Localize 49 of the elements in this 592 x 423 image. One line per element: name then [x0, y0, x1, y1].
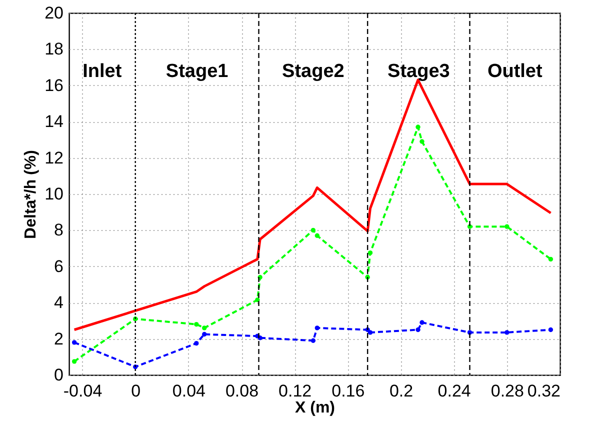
annotation: Outlet [487, 60, 543, 82]
point [504, 330, 510, 335]
y-tick-label: 8 [54, 220, 64, 240]
x-tick-label: 0.08 [225, 382, 259, 400]
x-tick-label: 0.12 [278, 382, 312, 400]
point [310, 228, 316, 233]
point [420, 139, 424, 144]
y-tick-label: 6 [54, 256, 64, 276]
point [255, 298, 260, 302]
point [72, 340, 77, 345]
point [368, 250, 373, 256]
y-tick-label: 20 [44, 4, 64, 22]
point [194, 340, 199, 346]
x-tick-label: 0.16 [332, 382, 365, 400]
point [194, 322, 199, 327]
y-tick-label: 0 [54, 366, 64, 384]
point [368, 330, 373, 335]
point [416, 124, 420, 130]
x-axis-title: X (m) [295, 400, 335, 416]
point [314, 233, 320, 238]
x-tick-label: 0.24 [438, 382, 471, 400]
point [202, 326, 207, 330]
y-tick-label: 10 [44, 184, 64, 204]
x-tick-label: 0.28 [490, 382, 524, 400]
point [202, 332, 207, 337]
annotation: Stage3 [388, 60, 450, 82]
point [420, 320, 424, 325]
y-tick-label: 14 [44, 112, 64, 132]
y-tick-label: 4 [54, 293, 64, 312]
y-tick-label: 2 [54, 329, 64, 348]
x-tick-label: 0.32 [527, 382, 560, 400]
point [314, 326, 320, 330]
annotation: Stage1 [166, 60, 229, 82]
point [548, 256, 554, 262]
annotation: Stage2 [282, 60, 344, 82]
point [416, 327, 420, 332]
point [310, 338, 316, 343]
y-tick-label: 18 [44, 40, 64, 59]
point [504, 224, 510, 229]
point [548, 327, 554, 332]
x-tick-label: -0.04 [63, 382, 102, 400]
point [72, 359, 77, 364]
y-axis-title: Delta*/h (%) [22, 150, 40, 239]
x-tick-label: 0 [131, 382, 141, 400]
x-tick-label: 0.04 [172, 382, 206, 400]
x-tick-label: 0.2 [389, 382, 414, 400]
annotation: Inlet [82, 60, 122, 82]
y-tick-label: 12 [44, 148, 64, 168]
y-tick-label: 16 [44, 76, 64, 95]
